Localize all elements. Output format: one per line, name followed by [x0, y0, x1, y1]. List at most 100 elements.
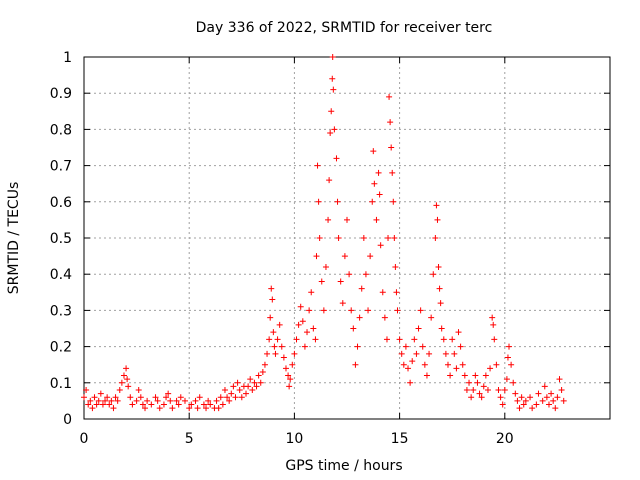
data-point: [219, 401, 226, 408]
data-point: [387, 119, 394, 126]
data-point: [421, 361, 428, 368]
y-tick-label: 0.6: [50, 195, 72, 211]
data-point: [365, 307, 372, 314]
data-point: [135, 387, 142, 394]
y-tick-label: 1: [63, 50, 72, 66]
data-point: [133, 397, 140, 404]
data-point: [142, 405, 149, 412]
data-point: [499, 401, 506, 408]
data-point: [203, 405, 210, 412]
data-point: [123, 365, 130, 372]
data-point: [487, 365, 494, 372]
data-point: [165, 390, 172, 397]
data-point: [533, 401, 540, 408]
data-point: [255, 372, 262, 379]
data-point: [247, 376, 254, 383]
x-axis-label: GPS time / hours: [285, 458, 402, 474]
data-point: [554, 394, 561, 401]
data-point: [224, 394, 231, 401]
data-point: [381, 314, 388, 321]
data-point: [217, 394, 224, 401]
data-point: [205, 397, 212, 404]
data-point: [293, 336, 300, 343]
data-point: [318, 278, 325, 285]
data-point: [417, 307, 424, 314]
data-point: [440, 336, 447, 343]
data-point: [234, 379, 241, 386]
data-point: [304, 329, 311, 336]
data-point: [390, 198, 397, 205]
data-point: [476, 390, 483, 397]
data-point: [490, 321, 497, 328]
data-point: [423, 372, 430, 379]
data-point: [312, 336, 319, 343]
data-point: [181, 397, 188, 404]
data-point: [350, 325, 357, 332]
data-point: [249, 387, 256, 394]
data-point: [529, 405, 536, 412]
data-point: [339, 300, 346, 307]
data-point: [356, 314, 363, 321]
data-point: [508, 361, 515, 368]
data-point: [308, 289, 315, 296]
data-point: [369, 198, 376, 205]
data-point: [269, 296, 276, 303]
data-point: [550, 397, 557, 404]
data-point: [188, 401, 195, 408]
data-point: [334, 198, 341, 205]
data-point: [306, 307, 313, 314]
data-point: [373, 216, 380, 223]
y-tick-label: 0.4: [50, 267, 72, 283]
data-point: [139, 401, 146, 408]
data-point: [543, 394, 550, 401]
data-point: [470, 387, 477, 394]
data-point: [267, 314, 274, 321]
data-point: [177, 394, 184, 401]
data-point: [280, 354, 287, 361]
data-point: [436, 285, 443, 292]
data-point: [333, 155, 340, 162]
data-point: [447, 372, 454, 379]
data-point: [192, 397, 199, 404]
data-point: [489, 314, 496, 321]
data-point: [389, 169, 396, 176]
y-tick-label: 0.2: [50, 340, 72, 356]
data-point: [129, 401, 136, 408]
data-point: [110, 405, 117, 412]
data-point: [419, 343, 426, 350]
data-point: [286, 383, 293, 390]
data-point: [163, 394, 170, 401]
data-point: [539, 397, 546, 404]
data-point: [461, 372, 468, 379]
data-point: [93, 401, 100, 408]
data-point: [455, 329, 462, 336]
data-point: [215, 405, 222, 412]
data-point: [435, 263, 442, 270]
axis-ticks: 00.10.20.30.40.50.60.70.80.910 5 10 15 20: [50, 50, 610, 447]
data-point: [329, 75, 336, 82]
data-point: [371, 180, 378, 187]
data-point: [558, 387, 565, 394]
data-point: [106, 401, 113, 408]
data-point: [344, 216, 350, 223]
data-point: [346, 271, 353, 278]
data-point: [522, 397, 529, 404]
data-point: [335, 235, 342, 241]
data-point: [236, 387, 243, 394]
data-point: [504, 354, 511, 361]
data-point: [213, 397, 220, 404]
data-point: [327, 130, 334, 137]
data-point: [376, 191, 383, 198]
data-point: [326, 177, 333, 184]
data-point: [510, 379, 517, 386]
data-point: [362, 271, 369, 278]
data-point: [102, 397, 109, 404]
x-tick-label: 20: [496, 431, 514, 447]
data-point: [299, 318, 306, 325]
data-point: [221, 387, 228, 394]
data-point: [268, 285, 275, 292]
data-point: [282, 365, 289, 372]
data-point: [466, 379, 473, 386]
data-point: [388, 144, 395, 151]
data-point: [394, 307, 401, 314]
